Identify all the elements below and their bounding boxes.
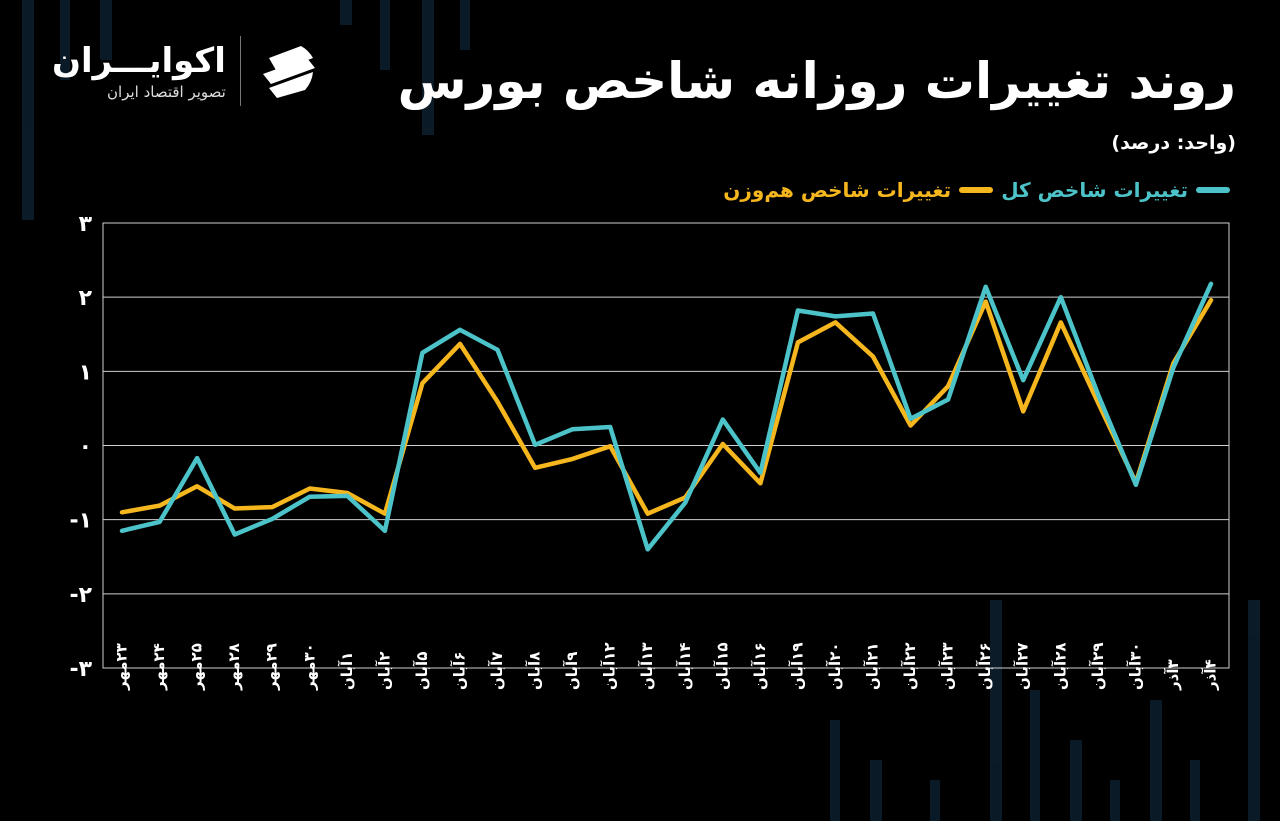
x-tick-label: ۲۹مهر: [263, 643, 281, 691]
chart-legend: تغییرات شاخص کل تغییرات شاخص هم‌وزن: [723, 178, 1230, 202]
x-tick-label: ۱۲آبان: [601, 642, 619, 690]
x-tick-label: ۲۲آبان: [901, 642, 919, 690]
x-tick-label: ۴آذر: [1202, 659, 1220, 691]
ecoiran-logo-icon: [262, 46, 315, 98]
x-tick-label: ۲۶آبان: [976, 642, 994, 690]
legend-label-equal-weight: تغییرات شاخص هم‌وزن: [723, 178, 952, 202]
logo-divider: [239, 36, 241, 106]
series-line-equal-weight: [119, 297, 1214, 516]
chart-unit-label: (واحد: درصد): [1111, 132, 1236, 154]
x-tick-label: ۲۹آبان: [1089, 642, 1107, 690]
x-tick-label: ۳۰آبان: [1126, 642, 1144, 690]
x-tick-label: ۲۳آبان: [939, 642, 957, 690]
x-tick-label: ۲۸مهر: [225, 643, 243, 691]
legend-item-total-index: تغییرات شاخص کل: [1001, 178, 1230, 202]
y-tick-label: ۰: [79, 435, 92, 460]
x-tick-label: ۹آبان: [563, 652, 581, 690]
brand-text: اکوایـــران تصویر اقتصاد ایران: [52, 41, 226, 101]
legend-swatch-total-index: [1196, 187, 1230, 193]
y-tick-label: ۱: [79, 360, 92, 385]
x-tick-label: ۶آبان: [450, 652, 468, 690]
brand-subtitle: تصویر اقتصاد ایران: [107, 83, 226, 101]
y-tick-label: ۳: [79, 212, 93, 237]
x-tick-label: ۵آبان: [413, 652, 431, 690]
y-tick-label: -۳: [69, 657, 92, 682]
x-tick-label: ۱۹آبان: [788, 642, 806, 690]
legend-label-total-index: تغییرات شاخص کل: [1001, 178, 1188, 202]
legend-item-equal-weight: تغییرات شاخص هم‌وزن: [723, 178, 994, 202]
x-tick-label: ۲۸آبان: [1051, 642, 1069, 690]
y-tick-label: -۲: [69, 583, 92, 608]
chart-title: روند تغییرات روزانه شاخص بورس: [397, 52, 1236, 110]
x-tick-label: ۳۰مهر: [300, 643, 318, 691]
x-tick-label: ۷آبان: [488, 652, 506, 690]
x-tick-label: ۱۴آبان: [676, 642, 694, 690]
legend-swatch-equal-weight: [959, 187, 994, 193]
y-tick-label: -۱: [69, 509, 92, 534]
x-tick-label: ۲۰آبان: [826, 642, 844, 690]
x-tick-label: ۲۷آبان: [1014, 642, 1032, 690]
series-line-total-index: [119, 281, 1214, 552]
y-tick-label: ۲: [79, 286, 93, 311]
x-tick-label: ۱آبان: [338, 652, 356, 690]
x-tick-label: ۱۳آبان: [638, 642, 656, 690]
x-tick-label: ۲۳مهر: [113, 643, 131, 691]
x-tick-label: ۲۵مهر: [188, 643, 206, 691]
x-tick-label: ۱۵آبان: [713, 642, 731, 690]
x-tick-label: ۸آبان: [526, 652, 544, 690]
x-tick-label: ۲آبان: [375, 652, 393, 690]
x-tick-label: ۲۴مهر: [150, 643, 168, 691]
brand-name: اکوایـــران: [52, 41, 226, 81]
x-tick-label: ۳آذر: [1164, 659, 1182, 691]
x-tick-label: ۲۱آبان: [864, 642, 882, 690]
logo: اکوایـــران تصویر اقتصاد ایران: [52, 36, 321, 106]
x-tick-label: ۱۶آبان: [751, 642, 769, 690]
